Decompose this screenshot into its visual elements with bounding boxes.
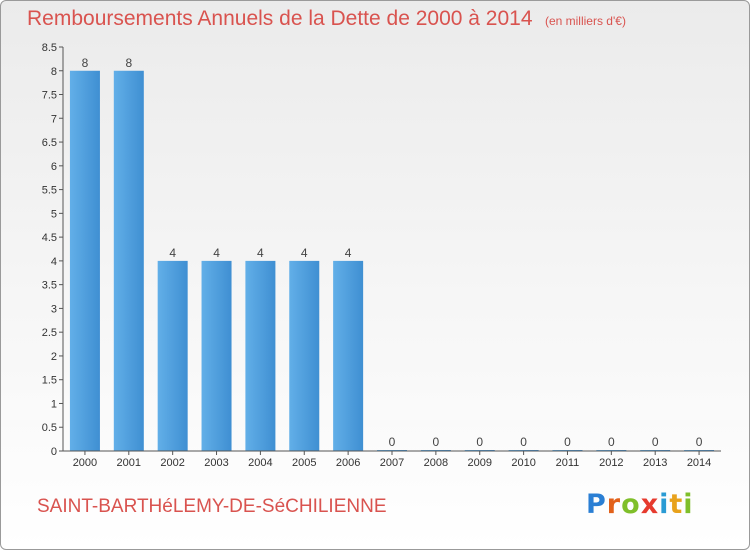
- bar-2004: [245, 260, 276, 451]
- chart-title: Remboursements Annuels de la Dette de 20…: [27, 7, 533, 30]
- x-tick-label-2014: 2014: [687, 457, 711, 469]
- logo-letter: P: [586, 489, 607, 520]
- bar-2006: [333, 260, 364, 451]
- x-tick-label-2004: 2004: [248, 457, 272, 469]
- chart-subtitle: (en milliers d'€): [544, 14, 626, 28]
- bar-2005: [289, 260, 320, 451]
- y-tick-label: 1: [51, 398, 57, 410]
- logo-letter: t: [669, 489, 684, 520]
- x-tick-label-2010: 2010: [511, 457, 535, 469]
- data-label-2013: 0: [652, 435, 659, 449]
- data-label-2000: 8: [82, 56, 89, 70]
- y-tick-label: 4.5: [42, 232, 57, 244]
- data-label-2008: 0: [433, 435, 440, 449]
- logo-letter: i: [683, 489, 694, 520]
- y-tick-label: 5: [51, 208, 57, 220]
- bar-2003: [201, 260, 232, 451]
- y-tick-label: 6.5: [42, 137, 57, 149]
- y-tick-label: 0: [51, 446, 57, 458]
- data-label-2004: 4: [257, 246, 264, 260]
- data-label-2007: 0: [389, 435, 396, 449]
- bars: [69, 70, 715, 451]
- data-label-2009: 0: [476, 435, 483, 449]
- data-label-2002: 4: [169, 246, 176, 260]
- x-tick-label-2008: 2008: [424, 457, 448, 469]
- x-tick-label-2005: 2005: [292, 457, 316, 469]
- y-tick-label: 7: [51, 113, 57, 125]
- y-tick-label: 0.5: [42, 422, 57, 434]
- data-label-2011: 0: [564, 435, 571, 449]
- x-tick-label-2002: 2002: [160, 457, 184, 469]
- y-tick-label: 8.5: [42, 42, 57, 54]
- x-tick-label-2013: 2013: [643, 457, 667, 469]
- x-tick-label-2011: 2011: [556, 457, 580, 469]
- logo-letter: i: [659, 489, 670, 520]
- y-tick-label: 5.5: [42, 185, 57, 197]
- y-tick-label: 7.5: [42, 90, 57, 102]
- y-tick-label: 6: [51, 161, 57, 173]
- bar-2002: [157, 260, 188, 451]
- data-label-2012: 0: [608, 435, 615, 449]
- data-label-2003: 4: [213, 246, 220, 260]
- x-axis-ticks: 2000 2001 2002 2003 2004 2005 2006 2007 2008 2009…: [73, 451, 711, 469]
- y-tick-label: 3.5: [42, 280, 57, 292]
- y-tick-label: 1.5: [42, 375, 57, 387]
- data-label-2001: 8: [125, 56, 132, 70]
- bar-2001: [113, 70, 144, 451]
- y-tick-label: 2.5: [42, 327, 57, 339]
- x-tick-label-2001: 2001: [117, 457, 141, 469]
- y-tick-label: 2: [51, 351, 57, 363]
- data-labels: 8 8 4 4 4 4 4 0 0 0 0 0 0 0 0: [82, 56, 703, 449]
- data-label-2010: 0: [520, 435, 527, 449]
- data-label-2014: 0: [696, 435, 703, 449]
- x-tick-label-2007: 2007: [380, 457, 404, 469]
- y-tick-label: 3: [51, 303, 57, 315]
- proxiti-logo[interactable]: Proxiti: [586, 489, 694, 520]
- x-tick-label-2012: 2012: [599, 457, 623, 469]
- logo-letter: r: [606, 489, 622, 520]
- y-tick-label: 8: [51, 66, 57, 78]
- bar-2000: [69, 70, 100, 451]
- x-tick-label-2000: 2000: [73, 457, 97, 469]
- x-tick-label-2006: 2006: [336, 457, 360, 469]
- x-tick-label-2003: 2003: [204, 457, 228, 469]
- title-row: Remboursements Annuels de la Dette de 20…: [27, 7, 626, 31]
- data-label-2005: 4: [301, 246, 308, 260]
- logo-letter: x: [640, 489, 660, 520]
- y-axis-ticks: 0 0.5 1 1.5 2 2.5 3 3.5 4 4.5 5 5.5 6 6.5 7 7.5 8 8.5: [42, 42, 63, 458]
- x-tick-label-2009: 2009: [467, 457, 491, 469]
- y-tick-label: 4: [51, 256, 57, 268]
- logo-letter: o: [621, 489, 641, 520]
- data-label-2006: 4: [345, 246, 352, 260]
- town-name: SAINT-BARTHéLEMY-DE-SéCHILIENNE: [37, 496, 387, 517]
